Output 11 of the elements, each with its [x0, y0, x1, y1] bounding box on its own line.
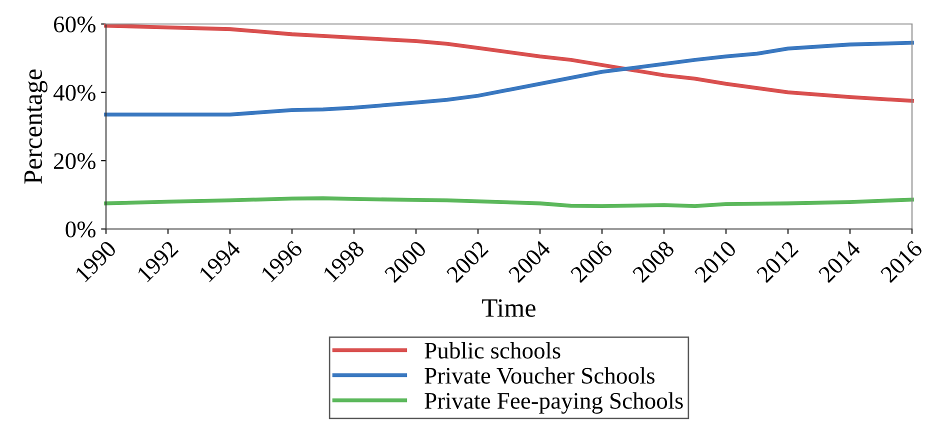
legend-label: Public schools: [424, 342, 560, 359]
legend-label: Private Voucher Schools: [424, 367, 654, 384]
y-axis-title: Percentage: [24, 70, 48, 184]
legend-label: Private Fee-paying Schools: [424, 392, 683, 414]
y-tick-label: 40%: [53, 84, 96, 101]
line-series: [104, 40, 914, 116]
x-axis-title: Time: [482, 299, 536, 317]
y-tick-label: 0%: [66, 221, 96, 238]
line-series: [104, 196, 914, 208]
y-tick-label: 60%: [54, 16, 96, 32]
y-tick-label: 20%: [54, 153, 96, 170]
